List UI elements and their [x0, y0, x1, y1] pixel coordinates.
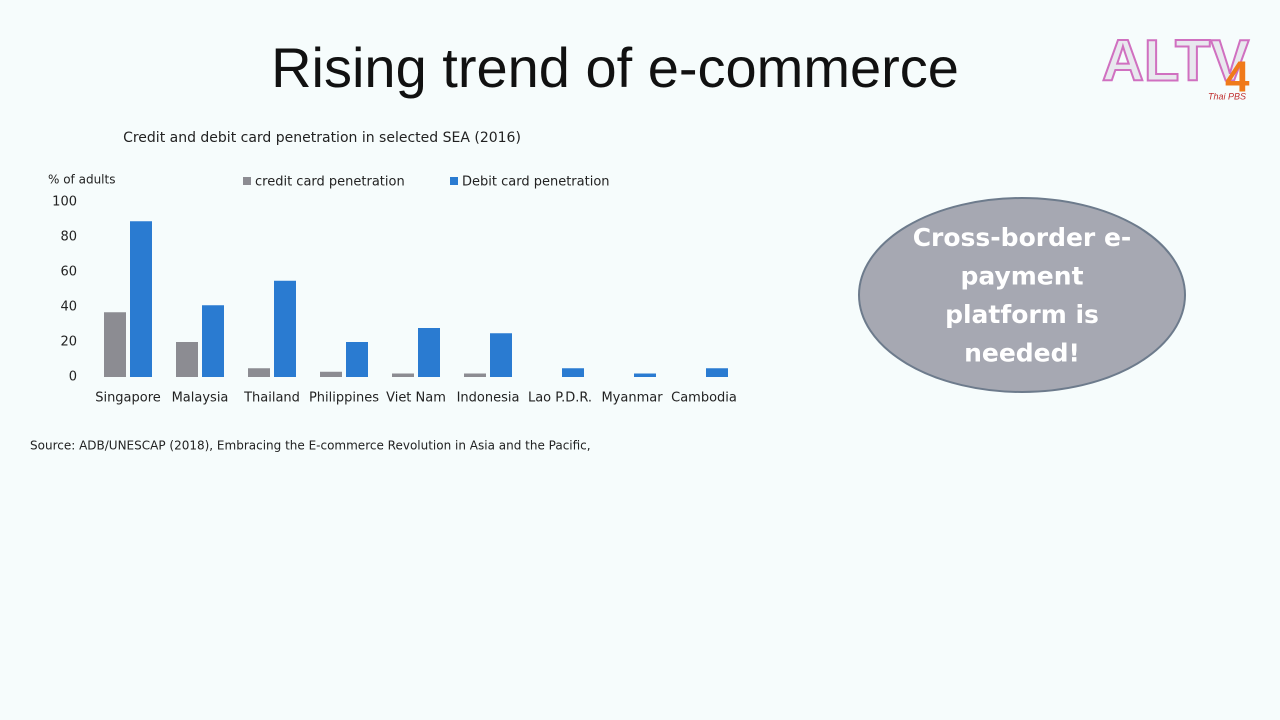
source-note: Source: ADB/UNESCAP (2018), Embracing th…	[30, 439, 591, 453]
bar	[392, 373, 414, 377]
callout-line: platform is	[945, 300, 1099, 329]
bar	[634, 373, 656, 377]
legend-swatch	[450, 177, 458, 185]
callout-line: needed!	[964, 339, 1080, 368]
callout-line: Cross-border e-	[913, 223, 1132, 252]
chart-title: Credit and debit card penetration in sel…	[123, 130, 521, 146]
y-tick-label: 0	[69, 370, 77, 385]
y-tick-label: 40	[60, 300, 77, 315]
bar	[346, 342, 368, 377]
legend-label: credit card penetration	[255, 175, 405, 190]
x-tick-label: Lao P.D.R.	[528, 391, 592, 406]
logo-text: ALTV	[1102, 28, 1249, 93]
x-tick-label: Thailand	[243, 391, 300, 406]
callout-shape	[858, 197, 1186, 393]
callout-line: payment	[960, 262, 1083, 291]
bar	[320, 371, 342, 377]
bar	[176, 342, 198, 377]
bar	[130, 221, 152, 377]
bar	[562, 368, 584, 377]
x-tick-label: Myanmar	[601, 391, 663, 406]
x-tick-label: Philippines	[309, 391, 379, 406]
y-tick-label: 20	[60, 335, 77, 350]
x-tick-label: Malaysia	[172, 391, 229, 406]
bar	[418, 328, 440, 377]
logo-number: 4	[1225, 53, 1250, 102]
bar	[274, 280, 296, 377]
x-tick-label: Cambodia	[671, 391, 737, 406]
y-axis-label: % of adults	[48, 173, 115, 187]
bar	[104, 312, 126, 377]
logo-sub: Thai PBS	[1208, 91, 1246, 101]
y-tick-label: 80	[60, 230, 77, 245]
callout: Cross-border e-payment platform is needed!	[913, 223, 1132, 368]
x-tick-label: Singapore	[95, 391, 161, 406]
bar	[202, 305, 224, 377]
x-tick-label: Indonesia	[457, 391, 520, 406]
y-tick-label: 60	[60, 265, 77, 280]
bar	[706, 368, 728, 377]
bar	[464, 373, 486, 377]
bar	[490, 333, 512, 377]
legend-label: Debit card penetration	[462, 175, 610, 190]
bar	[248, 368, 270, 377]
y-tick-label: 100	[52, 195, 77, 210]
legend-swatch	[243, 177, 251, 185]
logo: ALTV 4 Thai PBS	[1101, 27, 1250, 102]
slide-title: Rising trend of e-commerce	[271, 36, 959, 99]
x-tick-label: Viet Nam	[386, 391, 446, 406]
